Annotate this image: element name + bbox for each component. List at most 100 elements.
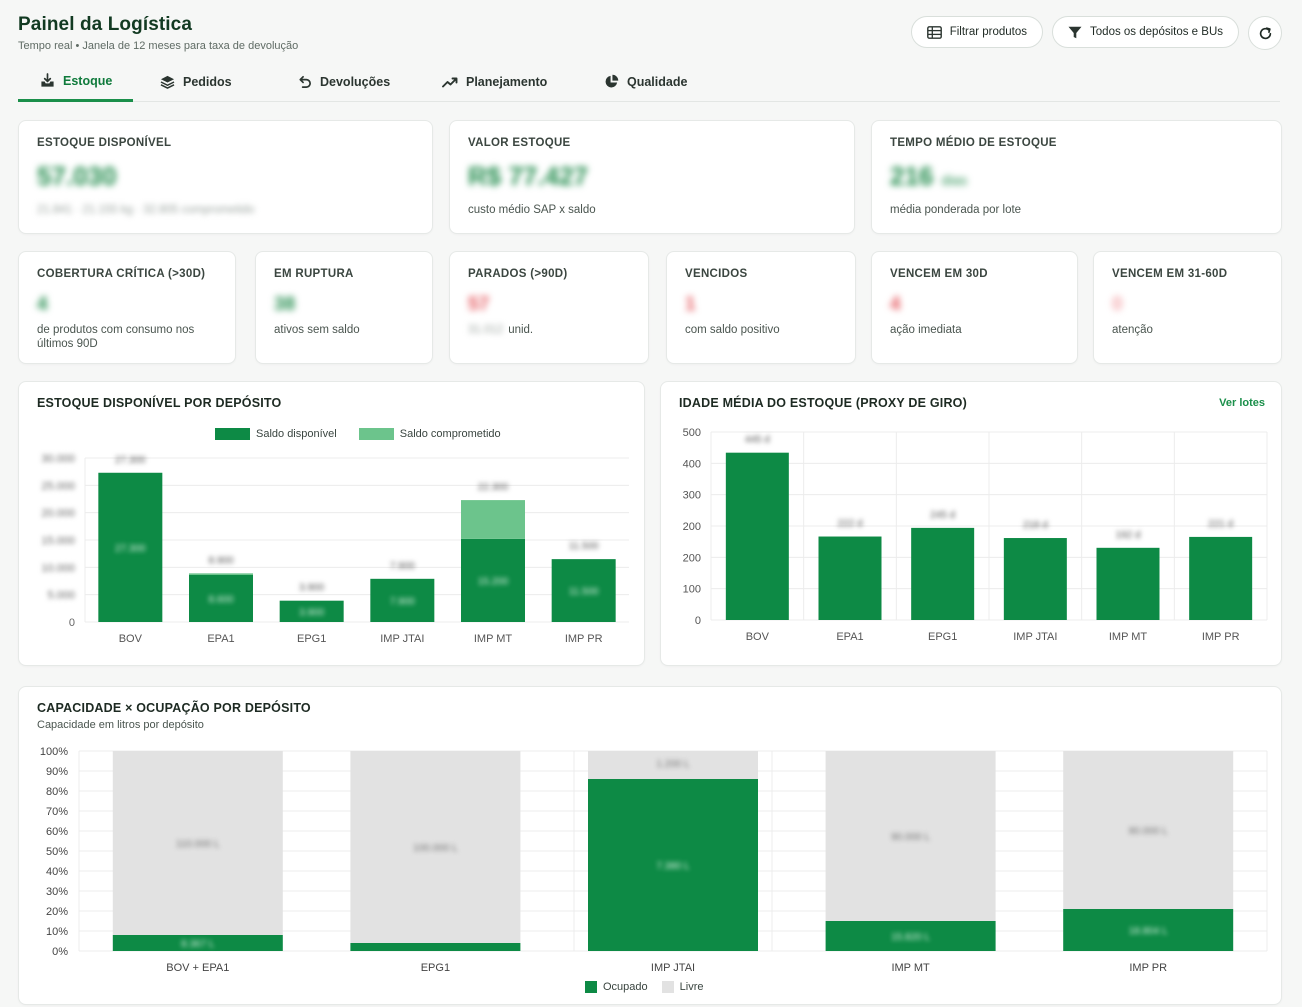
y-tick-label: 400 xyxy=(683,458,701,470)
inner-data-label: 3.900 xyxy=(299,607,324,618)
y-tick-label: 50% xyxy=(46,846,68,858)
bar-occupied xyxy=(112,935,283,951)
kpi-unit: dias xyxy=(941,172,968,188)
filter-deposits-button[interactable]: Todos os depósitos e BUs xyxy=(1052,16,1239,48)
total-data-label: 27.300 xyxy=(115,455,146,466)
y-tick-label: 30% xyxy=(46,886,68,898)
bar-age xyxy=(725,452,789,620)
y-tick-label: 100% xyxy=(40,746,68,758)
bar-occupied xyxy=(588,779,758,951)
chart-title: CAPACIDADE × OCUPAÇÃO POR DEPÓSITO xyxy=(37,701,311,715)
x-tick-label: IMP MT xyxy=(891,962,930,974)
free-data-label: 110.000 L xyxy=(176,839,220,850)
kpi-card-tempo-medio: TEMPO MÉDIO DE ESTOQUE 216 dias média po… xyxy=(871,120,1282,234)
kpi-card-vencem-31-60d: VENCEM EM 31-60D 0 atenção xyxy=(1093,251,1282,364)
y-tick-label: 90% xyxy=(46,766,68,778)
bar-free xyxy=(825,751,996,921)
tab-bar: Estoque Pedidos Devoluções Planejamento … xyxy=(18,62,1280,102)
chart-title: IDADE MÉDIA DO ESTOQUE (PROXY DE GIRO) xyxy=(679,396,967,410)
y-tick-label: 300 xyxy=(683,490,701,502)
total-data-label: 11.500 xyxy=(569,541,599,552)
bar-free xyxy=(112,751,283,935)
legend-swatch xyxy=(358,428,394,440)
legend-swatch xyxy=(661,981,674,993)
y-tick-label: 500 xyxy=(683,427,701,439)
bar-occupied xyxy=(350,943,521,951)
bar-occupied xyxy=(825,921,996,951)
kpi-value: 1 xyxy=(685,294,696,315)
tab-label: Devoluções xyxy=(320,74,391,89)
kpi-label: ESTOQUE DISPONÍVEL xyxy=(37,137,172,149)
bar-committed xyxy=(189,573,253,575)
kpi-value: 57.030 xyxy=(37,161,117,191)
kpi-value: R$ 77.427 xyxy=(468,161,588,191)
kpi-label: TEMPO MÉDIO DE ESTOQUE xyxy=(890,137,1057,149)
legend-item-free: Livre xyxy=(661,981,704,993)
kpi-note: média ponderada por lote xyxy=(890,204,1022,216)
chart-card-capacity: CAPACIDADE × OCUPAÇÃO POR DEPÓSITO Capac… xyxy=(18,686,1282,1005)
free-data-label: 1.200 L xyxy=(656,759,690,770)
tab-planejamento[interactable]: Planejamento xyxy=(442,62,547,101)
tab-label: Planejamento xyxy=(466,74,548,89)
kpi-note-group: 31.012 unid. xyxy=(468,323,533,337)
kpi-label: VALOR ESTOQUE xyxy=(468,137,571,149)
x-tick-label: EPG1 xyxy=(297,633,326,645)
chart-card-stock-age: IDADE MÉDIA DO ESTOQUE (PROXY DE GIRO) V… xyxy=(660,381,1282,666)
occupied-data-label: 7.380 L xyxy=(656,861,690,872)
bar-age xyxy=(818,536,882,620)
page-header: Painel da Logística Tempo real • Janela … xyxy=(18,14,298,52)
kpi-value-group: 216 dias xyxy=(890,161,967,192)
kpi-note: 21.841 · 21.155 kg · 32.805 comprometido xyxy=(37,204,255,216)
view-lots-link[interactable]: Ver lotes xyxy=(1219,397,1265,409)
age-bar-chart: 0 100 200 200 300 400 500 445 d BOV 222 d EPA1 245 … xyxy=(683,427,1268,643)
chart-subtitle: Capacidade em litros por depósito xyxy=(37,719,204,731)
x-tick-label: IMP JTAI xyxy=(651,962,695,974)
chart-legend: Saldo disponível Saldo comprometido xyxy=(215,428,501,440)
y-tick-label: 40% xyxy=(46,866,68,878)
tab-devolucoes[interactable]: Devoluções xyxy=(297,62,390,101)
inner-data-label: 27.300 xyxy=(115,543,146,554)
table-icon xyxy=(926,25,942,39)
layers-icon xyxy=(160,75,175,89)
x-tick-label: BOV + EPA1 xyxy=(166,962,229,974)
bar-available xyxy=(370,578,435,622)
legend-item-committed: Saldo comprometido xyxy=(358,428,501,440)
kpi-note: custo médio SAP x saldo xyxy=(468,204,596,216)
bar-age xyxy=(911,527,975,620)
bar-committed xyxy=(461,500,525,539)
bar-data-label: 221 d xyxy=(1208,519,1233,530)
total-data-label: 3.900 xyxy=(299,583,324,594)
refresh-icon xyxy=(1259,26,1271,39)
tab-estoque[interactable]: Estoque xyxy=(18,62,133,102)
total-data-label: 8.900 xyxy=(208,555,233,566)
tab-qualidade[interactable]: Qualidade xyxy=(604,62,687,101)
y-tick-label: 15.000 xyxy=(41,535,75,547)
kpi-note: de produtos com consumo nos últimos 90D xyxy=(37,324,195,350)
inner-data-label: 15.200 xyxy=(478,576,509,587)
filter-products-button[interactable]: Filtrar produtos xyxy=(910,16,1044,48)
y-tick-label: 0 xyxy=(695,615,701,627)
bar-data-label: 192 d xyxy=(1115,530,1140,541)
kpi-value: 4 xyxy=(890,294,901,315)
legend-label: Ocupado xyxy=(603,981,648,993)
bar-data-label: 445 d xyxy=(745,435,770,446)
y-tick-label: 30.000 xyxy=(41,453,75,465)
y-tick-label: 200 xyxy=(683,521,701,533)
chart-legend: Ocupado Livre xyxy=(585,981,704,993)
bar-data-label: 222 d xyxy=(837,519,862,530)
x-tick-label: EPA1 xyxy=(207,633,234,645)
y-tick-label: 20.000 xyxy=(41,508,75,520)
kpi-note-prefix: 31.012 xyxy=(468,324,504,336)
tab-pedidos[interactable]: Pedidos xyxy=(160,62,232,101)
legend-label: Saldo disponível xyxy=(256,428,337,440)
refresh-button[interactable] xyxy=(1248,16,1282,50)
chart-title: ESTOQUE DISPONÍVEL POR DEPÓSITO xyxy=(37,396,282,410)
capacity-stacked-chart: 0% 10% 20% 30% 40% 50% 60% 70% 80% 90% 100% 110.000… xyxy=(40,746,1268,974)
bar-data-label: 245 d xyxy=(930,510,955,521)
y-tick-label: 200 xyxy=(683,552,701,564)
x-tick-label: EPG1 xyxy=(421,962,450,974)
header-actions: Filtrar produtos Todos os depósitos e BU… xyxy=(910,16,1282,50)
kpi-value: 57 xyxy=(468,294,490,315)
free-data-label: 100.000 L xyxy=(413,843,458,854)
kpi-label: VENCEM EM 31-60D xyxy=(1112,268,1228,280)
